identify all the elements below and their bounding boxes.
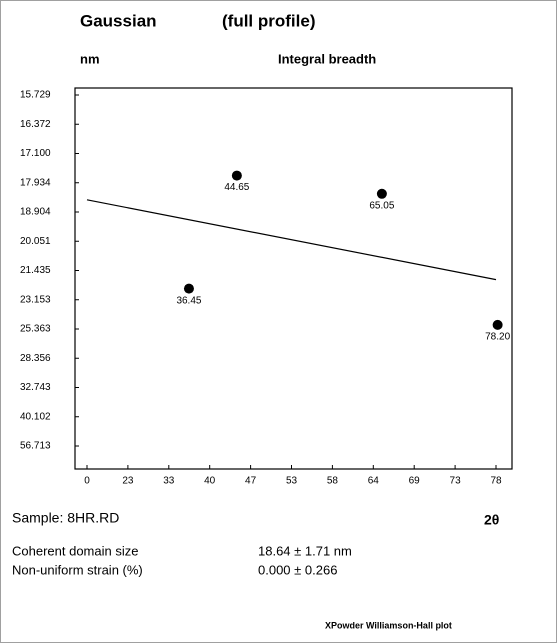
x-tick-label: 73 [450, 476, 462, 487]
y-tick-label: 16.372 [20, 119, 51, 130]
x-tick-label: 0 [84, 476, 90, 487]
x-tick-label: 47 [245, 476, 257, 487]
result-name: Non-uniform strain (%) [12, 562, 143, 577]
y-axis-label-right: Integral breadth [278, 51, 376, 66]
point [492, 319, 503, 330]
y-tick-label: 23.153 [20, 294, 51, 305]
result-name: Coherent domain size [12, 543, 138, 558]
sample-label: Sample: 8HR.RD [12, 510, 119, 526]
point [183, 283, 194, 294]
x-tick-label: 69 [409, 476, 421, 487]
point-label: 65.05 [369, 200, 394, 211]
result-value: 18.64 ± 1.71 nm [258, 543, 352, 558]
y-tick-label: 17.934 [20, 177, 51, 188]
x-tick-label: 33 [163, 476, 175, 487]
y-tick-label: 21.435 [20, 265, 51, 276]
x-tick-label: 64 [368, 476, 380, 487]
footer: XPowder Williamson-Hall plot [325, 620, 452, 630]
x-tick-label: 40 [204, 476, 216, 487]
y-tick-label: 20.051 [20, 236, 51, 247]
chart-subtitle: (full profile) [222, 11, 315, 30]
result-value: 0.000 ± 0.266 [258, 562, 337, 577]
y-axis-label: nm [80, 51, 100, 66]
x-axis-label: 2θ [484, 512, 499, 528]
x-tick-label: 58 [327, 476, 339, 487]
y-tick-label: 25.363 [20, 324, 51, 335]
x-tick-label: 53 [286, 476, 298, 487]
point [376, 188, 387, 199]
y-tick-label: 28.356 [20, 353, 51, 364]
point-label: 78.20 [485, 331, 510, 342]
y-tick-label: 17.100 [20, 148, 51, 159]
y-tick-label: 32.743 [20, 382, 51, 393]
plot-frame [74, 87, 513, 470]
point-label: 36.45 [176, 295, 201, 306]
x-tick-label: 78 [490, 476, 502, 487]
y-tick-label: 40.102 [20, 411, 51, 422]
fit-line [86, 199, 497, 281]
y-tick-label: 15.729 [20, 90, 51, 101]
y-tick-label: 56.713 [20, 441, 51, 452]
point [231, 170, 242, 181]
point-label: 44.65 [224, 182, 249, 193]
chart-title: Gaussian [80, 11, 157, 30]
x-tick-label: 23 [122, 476, 134, 487]
y-tick-label: 18.904 [20, 207, 51, 218]
